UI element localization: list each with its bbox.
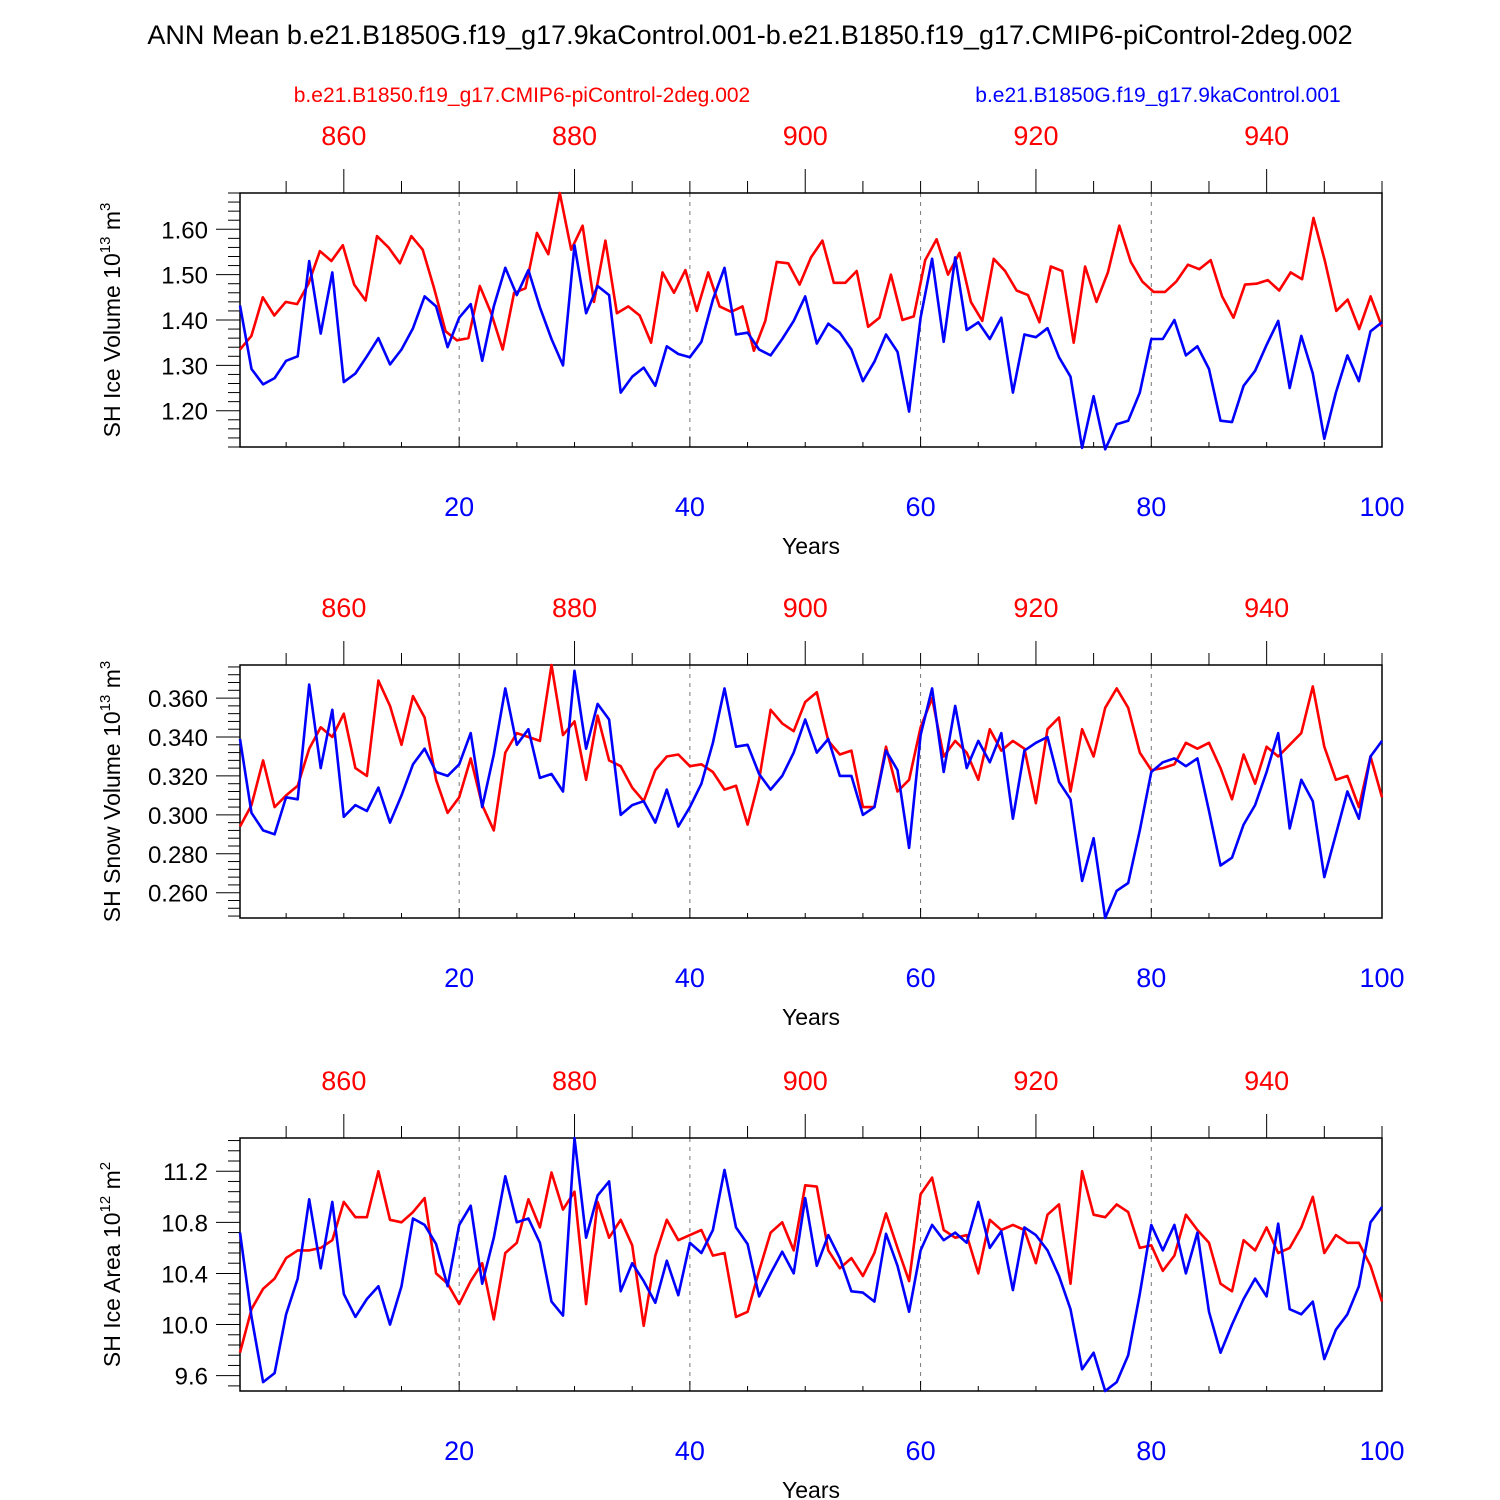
series-line-red: [238, 663, 1384, 832]
y-tick-label: 1.20: [161, 399, 208, 426]
y-axis-label-power: 2: [97, 1162, 114, 1170]
series-line-blue: [238, 243, 1383, 451]
y-tick-label: 10.0: [161, 1313, 208, 1340]
top-tick-label: 940: [1244, 1066, 1289, 1096]
bottom-tick-label: 40: [675, 492, 705, 522]
bottom-tick-label: 80: [1136, 1436, 1166, 1466]
panel-1: 860 880 900 920 940 20 40 60 80 100 1.20 1.30 1.40 1.…: [97, 121, 1405, 559]
top-tick-label: 900: [783, 1066, 828, 1096]
top-tick-label: 920: [1013, 121, 1058, 151]
top-tick-label: 920: [1013, 593, 1058, 623]
y-axis-label: SH Ice Volume 1013 m3: [97, 203, 125, 438]
y-tick-label: 10.4: [161, 1261, 208, 1288]
top-tick-label: 860: [321, 593, 366, 623]
y-tick-label: 9.6: [175, 1364, 208, 1391]
bottom-tick-label: 60: [906, 1436, 936, 1466]
y-tick-label: 1.50: [161, 263, 208, 290]
y-tick-label: 1.60: [161, 217, 208, 244]
y-tick-label: 1.30: [161, 353, 208, 380]
x-axis-label: Years: [782, 1004, 840, 1030]
top-tick-label: 940: [1244, 593, 1289, 623]
bottom-tick-label: 40: [675, 963, 705, 993]
top-tick-label: 880: [552, 1066, 597, 1096]
bottom-tick-label: 80: [1136, 492, 1166, 522]
series-line-blue: [238, 1136, 1384, 1393]
top-tick-label: 880: [552, 121, 597, 151]
y-axis-label-unit: m: [99, 669, 125, 695]
y-axis-label-text: SH Ice Volume 10: [99, 253, 125, 437]
series-line-blue: [238, 669, 1384, 920]
y-axis-label-text: SH Snow Volume 10: [99, 711, 125, 922]
top-tick-label: 860: [321, 1066, 366, 1096]
y-tick-label: 1.40: [161, 308, 208, 335]
y-axis-label-unit: m: [99, 1170, 125, 1196]
top-tick-label: 880: [552, 593, 597, 623]
figure-title: ANN Mean b.e21.B1850G.f19_g17.9kaControl…: [147, 20, 1352, 50]
y-tick-label: 0.280: [148, 842, 208, 869]
bottom-tick-label: 80: [1136, 963, 1166, 993]
series-line-red: [239, 191, 1384, 353]
y-tick-label: 0.320: [148, 764, 208, 791]
y-tick-label: 0.260: [148, 881, 208, 908]
y-axis-label-unit: m: [99, 211, 125, 237]
y-tick-label: 0.360: [148, 686, 208, 713]
y-axis-label: SH Snow Volume 1013 m3: [97, 661, 125, 923]
bottom-tick-label: 100: [1359, 492, 1404, 522]
y-axis-label-power: 3: [97, 203, 114, 211]
top-tick-label: 900: [783, 593, 828, 623]
y-tick-label: 0.300: [148, 803, 208, 830]
bottom-tick-label: 20: [444, 492, 474, 522]
bottom-tick-label: 60: [906, 963, 936, 993]
top-tick-label: 900: [783, 121, 828, 151]
top-tick-label: 920: [1013, 1066, 1058, 1096]
x-axis-label: Years: [782, 1477, 840, 1500]
top-tick-label: 940: [1244, 121, 1289, 151]
y-axis-label-exponent: 12: [97, 1196, 114, 1213]
panel-3: 860 880 900 920 940 20 40 60 80 100 9.6 10.0 10.4 10.…: [97, 1066, 1405, 1500]
plot-frame: [239, 1137, 1383, 1392]
y-axis-label-exponent: 13: [97, 237, 114, 254]
top-tick-label: 860: [321, 121, 366, 151]
y-axis-label-exponent: 13: [97, 695, 114, 712]
legend-blue-label: b.e21.B1850G.f19_g17.9kaControl.001: [975, 84, 1340, 107]
bottom-tick-label: 100: [1359, 1436, 1404, 1466]
panel-2: 860 880 900 920 940 20 40 60 80 100 0.260 0.280 0.30…: [97, 593, 1405, 1030]
y-axis-label-text: SH Ice Area 10: [99, 1212, 125, 1367]
y-tick-label: 10.8: [161, 1210, 208, 1237]
legend-red-label: b.e21.B1850.f19_g17.CMIP6-piControl-2deg…: [294, 84, 750, 107]
bottom-tick-label: 20: [444, 963, 474, 993]
y-axis-label-power: 3: [97, 661, 114, 669]
panels: 860 880 900 920 940 20 40 60 80 100 1.20 1.30 1.40 1.…: [97, 121, 1405, 1500]
bottom-tick-label: 20: [444, 1436, 474, 1466]
y-tick-label: 11.2: [163, 1159, 208, 1186]
bottom-tick-label: 60: [906, 492, 936, 522]
y-axis-label: SH Ice Area 1012 m2: [97, 1162, 125, 1367]
y-tick-label: 0.340: [148, 725, 208, 752]
bottom-tick-label: 40: [675, 1436, 705, 1466]
series-line-red: [238, 1169, 1384, 1354]
bottom-tick-label: 100: [1359, 963, 1404, 993]
x-axis-label: Years: [782, 533, 840, 559]
